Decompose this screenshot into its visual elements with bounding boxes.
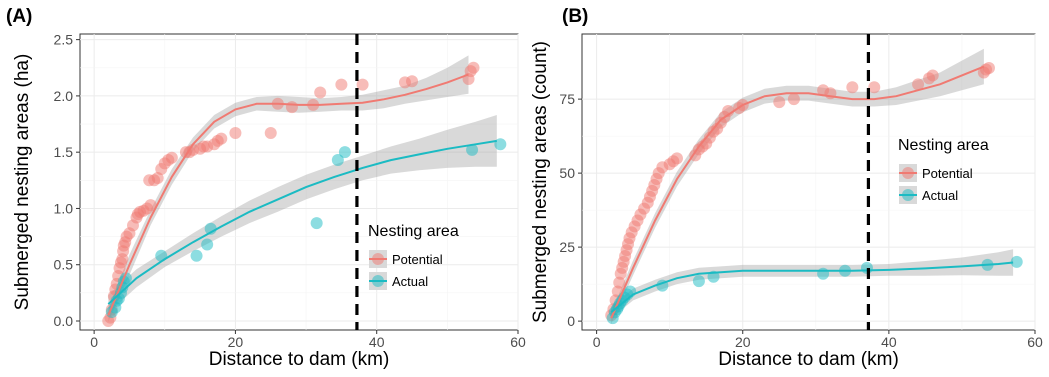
- data-point: [912, 78, 925, 91]
- panel-label: (B): [562, 6, 588, 27]
- legend-key-point: [372, 275, 384, 287]
- legend: Nesting area Potential Actual: [898, 137, 989, 204]
- data-point: [670, 152, 683, 165]
- x-tick-label: 0: [593, 334, 601, 350]
- y-tick-label: 25: [559, 239, 575, 255]
- x-tick-label: 20: [228, 334, 244, 350]
- chart-panel-a: 0 20 40 60 0.0 0.5 1.0 1.5 2.0 2.5 Distance to dam…: [6, 6, 526, 370]
- y-tick-label: 0: [567, 313, 575, 329]
- data-point: [335, 78, 348, 91]
- data-point: [982, 62, 995, 75]
- y-tick-label: 0.5: [54, 257, 74, 273]
- x-tick-label: 60: [510, 334, 526, 350]
- y-axis-label: Submerged nesting areas (count): [530, 41, 551, 323]
- legend-key-point: [902, 167, 914, 179]
- y-axis-label: Submerged nesting areas (ha): [12, 54, 33, 311]
- y-tick-label: 2.0: [54, 88, 74, 104]
- x-tick-label: 0: [90, 334, 98, 350]
- y-tick-label: 1.0: [54, 200, 74, 216]
- data-point: [314, 86, 327, 99]
- data-point: [151, 172, 164, 185]
- fit-line-actual: [107, 139, 497, 305]
- x-axis-label: Distance to dam (km): [209, 349, 390, 370]
- legend-title: Nesting area: [898, 137, 989, 154]
- data-point: [846, 81, 859, 94]
- y-tick-label: 75: [559, 91, 575, 107]
- data-point: [467, 61, 480, 74]
- data-point: [190, 249, 203, 262]
- grid: [582, 34, 1036, 330]
- legend-item-actual: Actual: [392, 274, 428, 289]
- y-tick-label: 2.5: [54, 32, 74, 48]
- data-point: [356, 78, 369, 91]
- data-point: [165, 151, 178, 164]
- data-point: [787, 93, 800, 106]
- data-point: [331, 154, 344, 167]
- y-tick-label: 0.0: [54, 313, 74, 329]
- confidence-band-actual: [108, 115, 497, 314]
- y-tick-label: 1.5: [54, 144, 74, 160]
- x-tick-label: 40: [369, 334, 385, 350]
- data-point: [285, 101, 298, 114]
- data-point: [155, 249, 168, 262]
- confidence-band-potential: [611, 48, 984, 325]
- data-point: [338, 146, 351, 159]
- data-point: [229, 127, 242, 140]
- data-point: [773, 96, 786, 109]
- grid: [80, 34, 519, 330]
- legend-item-potential: Potential: [922, 166, 973, 181]
- legend-key-point: [372, 253, 384, 265]
- x-axis-label: Distance to dam (km): [718, 349, 899, 370]
- fit-line-potential: [610, 65, 985, 319]
- data-point: [613, 276, 626, 289]
- x-tick-label: 60: [1027, 334, 1043, 350]
- legend: Nesting area Potential Actual: [368, 223, 459, 290]
- data-point: [692, 275, 705, 288]
- data-point: [310, 217, 323, 230]
- confidence-band-actual: [611, 249, 1014, 319]
- data-point: [144, 199, 157, 212]
- data-point: [1010, 255, 1023, 268]
- legend-key-point: [902, 189, 914, 201]
- x-tick-label: 40: [881, 334, 897, 350]
- data-point: [926, 69, 939, 82]
- chart-panel-b: 0 20 40 60 0 25 50 75 Distance to dam (km) Submer…: [530, 6, 1043, 370]
- data-point: [201, 238, 214, 251]
- legend-item-actual: Actual: [922, 188, 958, 203]
- data-point: [264, 127, 277, 140]
- legend-item-potential: Potential: [392, 252, 443, 267]
- fit-line-actual: [610, 261, 1014, 313]
- x-tick-label: 20: [735, 334, 751, 350]
- legend-title: Nesting area: [368, 223, 459, 240]
- data-point: [406, 75, 419, 88]
- data-point: [817, 267, 830, 280]
- data-point: [494, 138, 507, 151]
- data-point: [215, 132, 228, 145]
- data-point: [466, 143, 479, 156]
- fit-line-potential: [107, 73, 469, 316]
- y-tick-label: 50: [559, 165, 575, 181]
- data-point: [868, 81, 881, 94]
- panel-label: (A): [6, 6, 32, 27]
